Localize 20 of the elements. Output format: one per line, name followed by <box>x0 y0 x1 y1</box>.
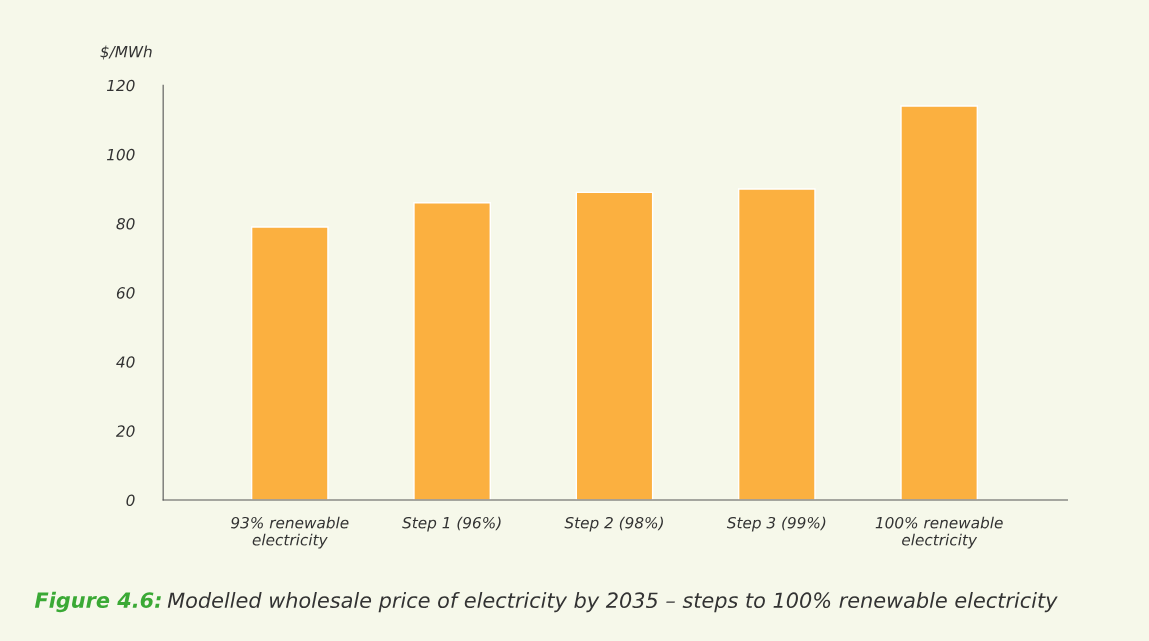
y-tick-label: 80 <box>116 217 135 230</box>
bar <box>250 226 329 500</box>
x-tick-label: 93% renewable electricity <box>231 516 349 549</box>
bar <box>900 105 979 500</box>
text: Figure 4.6: <box>34 591 161 613</box>
y-tick-label: 0 <box>126 494 135 506</box>
y-tick-label: 20 <box>116 425 135 437</box>
x-tick-label: Step 2 (98%) <box>564 516 663 532</box>
y-axis-title: $/MWh <box>100 45 152 60</box>
bar <box>737 188 816 500</box>
x-tick-label: Step 3 (99%) <box>726 516 826 532</box>
bar <box>413 202 491 500</box>
y-tick-label: 100 <box>106 148 135 161</box>
bar <box>575 191 654 500</box>
text: Modelled wholesale price of electricity by 2035 – steps to 100% renewable electricity <box>167 591 1058 613</box>
y-tick-label: 60 <box>116 287 135 299</box>
y-tick-label: 40 <box>116 356 135 368</box>
x-tick-label: Step 1 (96%) <box>402 516 501 532</box>
y-tick-label: 120 <box>106 79 135 92</box>
x-tick-label: 100% renewable electricity <box>875 516 1003 549</box>
